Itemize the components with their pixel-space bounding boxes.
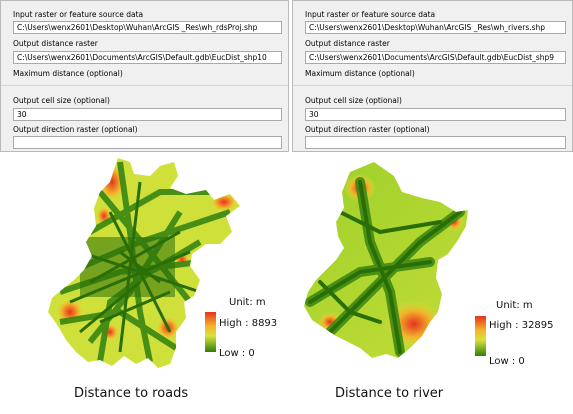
roads-legend-unit: Unit: m xyxy=(229,297,266,308)
input-source-label: Input raster or feature source data xyxy=(305,10,436,19)
cell-size-field[interactable]: 30 xyxy=(13,108,282,121)
roads-map-caption: Distance to roads xyxy=(74,386,189,401)
roads-legend-low: Low : 0 xyxy=(219,348,255,359)
river-distance-map xyxy=(304,162,468,358)
river-legend-low: Low : 0 xyxy=(489,356,525,367)
input-source-field[interactable]: C:\Users\wenx2601\Desktop\Wuhan\ArcGIS _… xyxy=(13,21,282,34)
cell-size-label: Output cell size (optional) xyxy=(13,96,110,105)
direction-raster-field[interactable] xyxy=(305,136,566,149)
output-distance-field[interactable]: C:\Users\wenx2601\Documents\ArcGIS\Defau… xyxy=(305,51,566,64)
output-distance-label: Output distance raster xyxy=(305,39,390,48)
river-legend-ramp xyxy=(475,316,486,356)
cell-size-label: Output cell size (optional) xyxy=(305,96,402,105)
input-source-field[interactable]: C:\Users\wenx2601\Desktop\Wuhan\ArcGIS _… xyxy=(305,21,566,34)
euclidean-distance-dialog-roads: Input raster or feature source data C:\U… xyxy=(0,0,289,152)
max-distance-label: Maximum distance (optional) xyxy=(305,69,415,78)
river-map-caption: Distance to river xyxy=(335,386,444,401)
direction-raster-label: Output direction raster (optional) xyxy=(13,125,138,134)
direction-raster-label: Output direction raster (optional) xyxy=(305,125,430,134)
output-distance-label: Output distance raster xyxy=(13,39,98,48)
divider xyxy=(293,85,572,86)
divider xyxy=(1,85,288,86)
output-distance-field[interactable]: C:\Users\wenx2601\Documents\ArcGIS\Defau… xyxy=(13,51,282,64)
euclidean-distance-dialog-river: Input raster or feature source data C:\U… xyxy=(292,0,573,152)
river-legend-unit: Unit: m xyxy=(496,300,533,311)
cell-size-field[interactable]: 30 xyxy=(305,108,566,121)
river-legend-high: High : 32895 xyxy=(489,320,554,331)
direction-raster-field[interactable] xyxy=(13,136,282,149)
input-source-label: Input raster or feature source data xyxy=(13,10,144,19)
roads-legend-ramp xyxy=(205,312,216,352)
roads-legend-high: High : 8893 xyxy=(219,318,278,329)
river-raster xyxy=(304,162,468,358)
roads-distance-map xyxy=(48,158,240,368)
max-distance-label: Maximum distance (optional) xyxy=(13,69,123,78)
